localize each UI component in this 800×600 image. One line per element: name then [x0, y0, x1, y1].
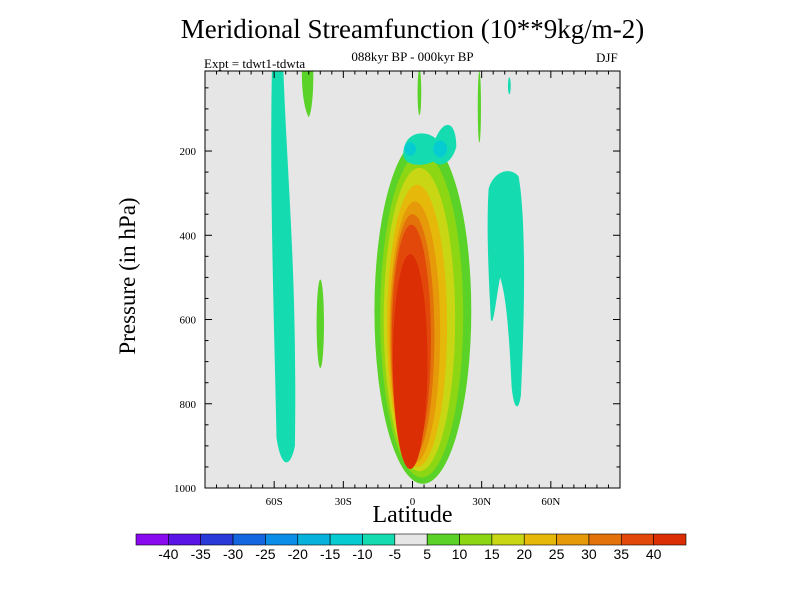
colorbar-swatch [265, 533, 299, 546]
colorbar-label: -5 [389, 546, 402, 562]
colorbar-label: -30 [223, 546, 243, 562]
colorbar-swatch [523, 533, 557, 546]
x-tick-label: 30S [335, 496, 352, 508]
colorbar-swatch [297, 533, 331, 546]
colorbar-swatch [362, 533, 396, 546]
x-tick-label: 30N [472, 496, 491, 508]
colorbar-swatch [653, 533, 687, 546]
y-tick-label: 800 [180, 399, 197, 411]
sh-negative-column [271, 71, 296, 463]
colorbar-swatch [394, 533, 428, 546]
chart-title: Meridional Streamfunction (10**9kg/m-2) [180, 14, 645, 44]
upper-negative-core-b [433, 140, 448, 158]
axis-ticks: 60S 30S 0 30N 60N 200 400 600 800 1000 [174, 71, 620, 508]
colorbar-label: 15 [484, 546, 500, 562]
sh-upper-positive-patch [301, 71, 314, 118]
colorbar-swatch [232, 533, 266, 546]
colorbar-swatch [459, 533, 493, 546]
season-label: DJF [596, 50, 618, 65]
nh-small-negative-patch [507, 77, 511, 95]
colorbar-swatch [556, 533, 590, 546]
upper-positive-sliver-a [417, 71, 422, 116]
y-tick-label: 200 [180, 146, 197, 158]
colorbar-label: -20 [288, 546, 308, 562]
colorbar-swatch [135, 533, 169, 546]
colorbar: -40 -35 -30 -25 -20 -15 -10 -5 5 10 15 20 25 30 35 40 [135, 533, 687, 562]
chart-subtitle: 088kyr BP - 000kyr BP [351, 49, 474, 64]
y-tick-label: 600 [180, 315, 197, 327]
colorbar-label: 5 [423, 546, 431, 562]
contour-field [271, 71, 525, 484]
colorbar-label: 20 [516, 546, 532, 562]
x-tick-label: 60N [541, 496, 560, 508]
colorbar-label: 25 [549, 546, 565, 562]
colorbar-label: 35 [614, 546, 630, 562]
colorbar-label: -15 [320, 546, 340, 562]
colorbar-swatch [200, 533, 234, 546]
colorbar-label: -35 [191, 546, 211, 562]
colorbar-swatch [426, 533, 460, 546]
colorbar-label: 10 [452, 546, 468, 562]
y-tick-label: 1000 [174, 483, 197, 495]
experiment-label: Expt = tdwt1-tdwta [204, 56, 306, 71]
colorbar-swatch [329, 533, 363, 546]
colorbar-swatch [620, 533, 654, 546]
colorbar-swatch [168, 533, 202, 546]
nh-negative-column [487, 171, 525, 407]
x-axis-label: Latitude [372, 502, 453, 528]
sh-mid-positive-patch [316, 279, 324, 368]
colorbar-label: -40 [158, 546, 178, 562]
colorbar-label: -25 [255, 546, 275, 562]
upper-negative-core-a [404, 142, 416, 156]
y-tick-label: 400 [180, 230, 197, 242]
positive-cell-level-8 [392, 254, 428, 470]
colorbar-swatch [588, 533, 622, 546]
upper-positive-sliver-b [477, 71, 481, 143]
colorbar-label: 30 [581, 546, 597, 562]
x-tick-label: 0 [410, 496, 416, 508]
colorbar-label: 40 [646, 546, 662, 562]
colorbar-label: -10 [352, 546, 372, 562]
x-tick-label: 60S [266, 496, 283, 508]
colorbar-swatch [491, 533, 525, 546]
